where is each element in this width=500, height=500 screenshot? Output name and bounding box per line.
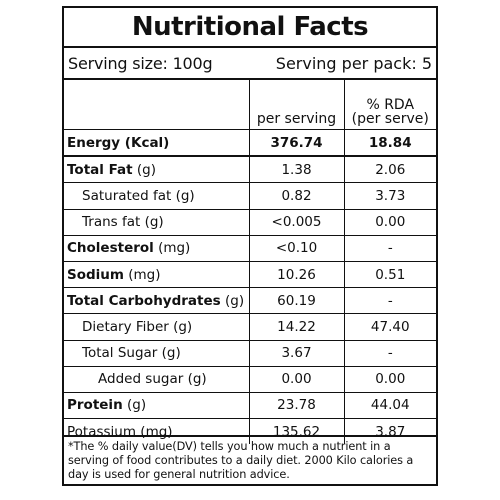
nutrition-label: Nutritional Facts Serving size: 100g Ser…	[62, 6, 438, 486]
rda-value: -	[343, 339, 436, 367]
per-serving-value: 60.19	[248, 287, 345, 315]
nutrient-name: Total Fat (g)	[64, 155, 250, 184]
table-row: Trans fat (g) <0.005 0.00	[64, 208, 436, 236]
per-serving-value: 376.74	[248, 129, 345, 158]
nutrient-name: Protein (g)	[64, 391, 250, 420]
nutrient-name: Dietary Fiber (g)	[64, 313, 250, 341]
header-per-serving: per serving	[248, 80, 345, 130]
header-rda-line1: % RDA	[366, 97, 415, 113]
nutrient-table: per serving % RDA (per serve) Energy (Kc…	[64, 80, 436, 445]
footnote: *The % daily value(DV) tells you how muc…	[64, 435, 436, 484]
per-serving-value: 14.22	[248, 313, 345, 341]
per-serving-value: 0.00	[248, 365, 345, 393]
serving-per-pack: Serving per pack: 5	[275, 53, 432, 73]
serving-info: Serving size: 100g Serving per pack: 5	[64, 48, 436, 80]
rda-value: 2.06	[343, 155, 436, 184]
nutrient-name: Sodium (mg)	[64, 260, 250, 289]
rda-value: 47.40	[343, 313, 436, 341]
table-row: Saturated fat (g) 0.82 3.73	[64, 182, 436, 210]
nutrient-name: Energy (Kcal)	[64, 129, 250, 158]
table-row: Cholesterol (mg) <0.10 -	[64, 234, 436, 262]
table-row: Protein (g) 23.78 44.04	[64, 391, 436, 420]
rda-value: 18.84	[343, 129, 436, 158]
table-row: Total Sugar (g) 3.67 -	[64, 339, 436, 367]
nutrient-name: Total Carbohydrates (g)	[64, 287, 250, 315]
per-serving-value: 0.82	[248, 182, 345, 210]
serving-size: Serving size: 100g	[68, 53, 213, 73]
nutrient-name: Cholesterol (mg)	[64, 234, 250, 262]
table-row: Total Fat (g) 1.38 2.06	[64, 155, 436, 184]
nutrient-name: Saturated fat (g)	[64, 182, 250, 210]
table-header-row: per serving % RDA (per serve)	[64, 80, 436, 130]
table-row: Added sugar (g) 0.00 0.00	[64, 365, 436, 393]
table-row: Total Carbohydrates (g) 60.19 -	[64, 287, 436, 315]
per-serving-value: 23.78	[248, 391, 345, 420]
per-serving-value: 3.67	[248, 339, 345, 367]
rda-value: 44.04	[343, 391, 436, 420]
label-title: Nutritional Facts	[64, 8, 436, 48]
per-serving-value: <0.005	[248, 208, 345, 236]
nutrient-name: Trans fat (g)	[64, 208, 250, 236]
rda-value: 3.73	[343, 182, 436, 210]
header-rda-line2: (per serve)	[351, 111, 429, 127]
per-serving-value: 1.38	[248, 155, 345, 184]
header-rda: % RDA (per serve)	[343, 80, 436, 130]
header-nutrient	[64, 80, 250, 130]
nutrient-name: Added sugar (g)	[64, 365, 250, 393]
nutrient-name: Total Sugar (g)	[64, 339, 250, 367]
rda-value: 0.51	[343, 260, 436, 289]
rda-value: -	[343, 287, 436, 315]
per-serving-value: 10.26	[248, 260, 345, 289]
table-row: Sodium (mg) 10.26 0.51	[64, 260, 436, 289]
rda-value: 0.00	[343, 208, 436, 236]
rda-value: 0.00	[343, 365, 436, 393]
per-serving-value: <0.10	[248, 234, 345, 262]
table-row: Dietary Fiber (g) 14.22 47.40	[64, 313, 436, 341]
table-row: Energy (Kcal) 376.74 18.84	[64, 129, 436, 158]
rda-value: -	[343, 234, 436, 262]
